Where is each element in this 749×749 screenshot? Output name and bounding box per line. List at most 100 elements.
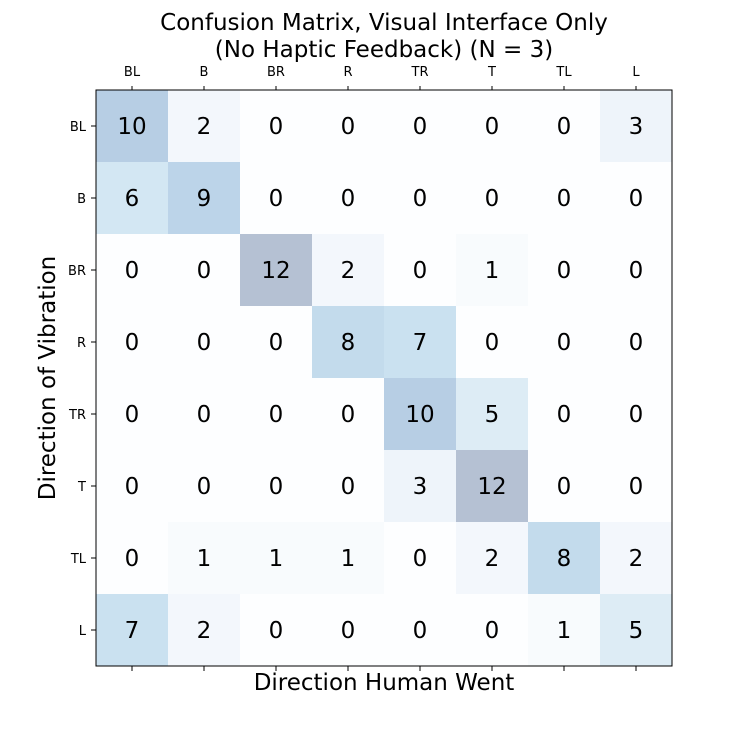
heatmap-cell-TR-TL: [528, 378, 600, 450]
heatmap-cell-TR-BR: [240, 378, 312, 450]
cell-value-label: 1: [197, 546, 212, 572]
heatmap-cell-TR-TR: [384, 378, 456, 450]
cell-value-label: 1: [485, 258, 500, 284]
heatmap-cell-B-BR: [240, 162, 312, 234]
heatmap-cell-R-B: [168, 306, 240, 378]
heatmap-cell-BR-T: [456, 234, 528, 306]
cell-value-label: 3: [629, 114, 644, 140]
heatmap-cell-BL-BR: [240, 90, 312, 162]
heatmap-cell-L-BR: [240, 594, 312, 666]
heatmap-cell-R-TL: [528, 306, 600, 378]
heatmap-cell-TR-BL: [96, 378, 168, 450]
heatmap-cell-R-BL: [96, 306, 168, 378]
cell-value-label: 5: [629, 618, 644, 644]
x-tick-label-L: L: [632, 65, 640, 80]
heatmap-cell-TL-L: [600, 522, 672, 594]
y-tick-label-B: B: [77, 192, 86, 207]
cell-value-label: 1: [269, 546, 284, 572]
heatmap-cell-TR-R: [312, 378, 384, 450]
heatmap-cell-BR-BL: [96, 234, 168, 306]
cell-value-label: 0: [629, 330, 644, 356]
heatmap-cell-B-BL: [96, 162, 168, 234]
cell-value-label: 0: [629, 402, 644, 428]
cell-value-label: 0: [413, 546, 428, 572]
cell-value-label: 9: [197, 186, 212, 212]
cell-value-label: 0: [125, 546, 140, 572]
cell-value-label: 0: [341, 618, 356, 644]
cell-value-label: 8: [557, 546, 572, 572]
cell-value-label: 2: [629, 546, 644, 572]
heatmap-cell-T-BR: [240, 450, 312, 522]
plot-frame: [95, 89, 673, 667]
heatmap-cell-B-TL: [528, 162, 600, 234]
cell-value-label: 2: [197, 618, 212, 644]
y-tick-label-BL: BL: [70, 120, 87, 135]
cell-value-label: 0: [125, 330, 140, 356]
cell-value-label: 1: [557, 618, 572, 644]
cell-value-label: 0: [341, 114, 356, 140]
cell-value-label: 10: [405, 402, 434, 428]
x-tick-labels: BL B BR R TR T TL L: [124, 65, 640, 671]
chart-title-line-2: (No Haptic Feedback) (N = 3): [215, 37, 553, 63]
heatmap-cell-L-R: [312, 594, 384, 666]
cell-value-label: 0: [269, 474, 284, 500]
chart-title-line-1: Confusion Matrix, Visual Interface Only: [160, 10, 608, 36]
heatmap-cell-L-BL: [96, 594, 168, 666]
x-tick-label-T: T: [487, 65, 496, 80]
cell-value-label: 10: [117, 114, 146, 140]
y-tick-label-R: R: [77, 336, 86, 351]
heatmap-cell-TL-B: [168, 522, 240, 594]
cell-value-label: 0: [197, 258, 212, 284]
cell-value-label: 0: [269, 618, 284, 644]
x-tick-label-BL: BL: [124, 65, 141, 80]
heatmap-cell-TR-L: [600, 378, 672, 450]
heatmap-cell-B-R: [312, 162, 384, 234]
heatmap-cell-T-T: [456, 450, 528, 522]
cell-value-label: 0: [557, 330, 572, 356]
x-tick-label-TR: TR: [411, 65, 429, 80]
cell-value-label: 2: [197, 114, 212, 140]
heatmap-cell-TL-T: [456, 522, 528, 594]
cell-value-label: 0: [197, 402, 212, 428]
cell-value-label: 7: [125, 618, 140, 644]
heatmap-cell-T-TL: [528, 450, 600, 522]
heatmap-cell-T-TR: [384, 450, 456, 522]
x-tick-label-TL: TL: [555, 65, 572, 80]
x-tick-label-B: B: [200, 65, 209, 80]
heatmap-cell-R-R: [312, 306, 384, 378]
heatmap-cell-BL-R: [312, 90, 384, 162]
y-axis-label: Direction of Vibration: [35, 256, 61, 501]
cell-value-label: 0: [629, 474, 644, 500]
cell-value-label: 8: [341, 330, 356, 356]
cell-value-label: 7: [413, 330, 428, 356]
heatmap-cell-BL-TL: [528, 90, 600, 162]
heatmap-cell-BR-L: [600, 234, 672, 306]
cell-value-label: 0: [197, 474, 212, 500]
cell-value-label: 2: [485, 546, 500, 572]
heatmap-cell-BR-TR: [384, 234, 456, 306]
y-tick-labels: BL B BR R TR T TL L: [68, 120, 96, 639]
heatmap-cell-BR-TL: [528, 234, 600, 306]
cell-value-label: 0: [557, 258, 572, 284]
heatmap-cell-T-BL: [96, 450, 168, 522]
y-tick-label-T: T: [77, 480, 86, 495]
heatmap-cell-L-TR: [384, 594, 456, 666]
heatmap-cells: 10 2 0 0 0 0 0 36 9 0 0 0 0 0 00 0 12 2 0 1 0 00 0 0 8 7 0 0 00 0 0 0 10…: [96, 90, 672, 666]
cell-value-label: 0: [557, 474, 572, 500]
heatmap-cell-L-L: [600, 594, 672, 666]
cell-value-label: 5: [485, 402, 500, 428]
heatmap-cell-TL-TR: [384, 522, 456, 594]
heatmap-cell-T-R: [312, 450, 384, 522]
cell-value-label: 0: [485, 186, 500, 212]
cell-value-label: 0: [341, 186, 356, 212]
x-tick-label-BR: BR: [267, 65, 285, 80]
cell-value-label: 0: [557, 114, 572, 140]
cell-value-label: 0: [557, 186, 572, 212]
cell-value-label: 0: [125, 402, 140, 428]
cell-value-label: 0: [485, 330, 500, 356]
heatmap-cell-BR-BR: [240, 234, 312, 306]
y-tick-label-TL: TL: [70, 552, 87, 567]
cell-value-label: 0: [485, 114, 500, 140]
y-tick-label-TR: TR: [68, 408, 86, 423]
y-tick-label-L: L: [79, 624, 87, 639]
